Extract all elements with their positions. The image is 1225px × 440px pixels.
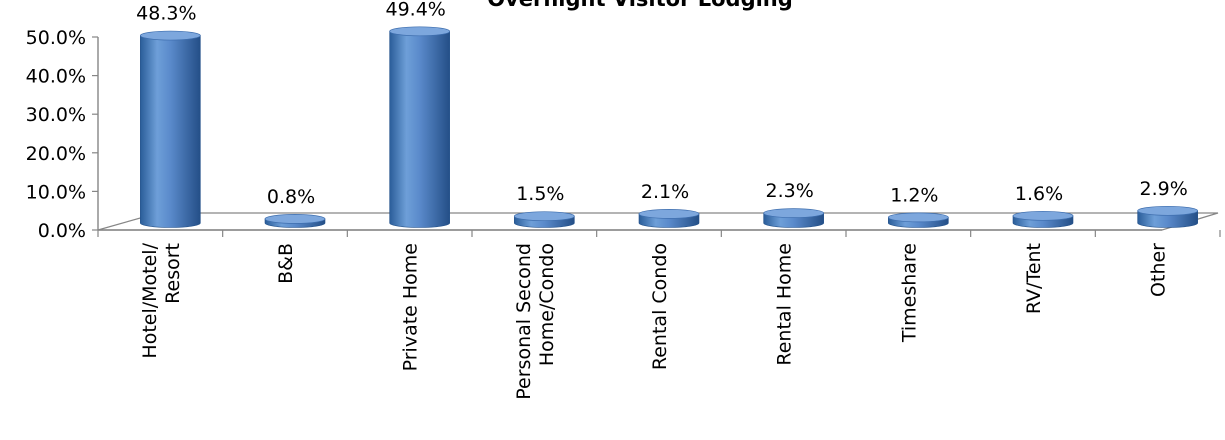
- x-tick-label-line: B&B: [275, 243, 297, 284]
- bar: [887, 212, 949, 228]
- y-tick-label: 50.0%: [26, 27, 86, 49]
- x-tick-label: Rental Home: [774, 243, 796, 366]
- y-tick-label: 0.0%: [38, 220, 86, 242]
- y-tick-label: 40.0%: [26, 66, 86, 88]
- chart-title: Overnight Visitor Lodging: [487, 0, 793, 11]
- bar-top: [887, 212, 949, 223]
- bar-top: [264, 214, 326, 224]
- bar-body: [140, 35, 201, 228]
- bar-top: [763, 208, 825, 218]
- y-axis: 0.0% 10.0% 20.0% 30.0% 40.0% 50.0%: [26, 27, 99, 242]
- y-tick-label: 20.0%: [26, 143, 86, 165]
- x-tick-label-line: Private Home: [400, 243, 422, 371]
- x-tick-label: Private Home: [400, 243, 422, 371]
- bars: [139, 26, 1199, 228]
- category-labels: Hotel/Motel/Resort B&B Private Home Persona…: [139, 242, 1170, 399]
- bar: [763, 208, 825, 228]
- x-tick-label-line: Personal Second: [513, 243, 535, 400]
- x-tick-label: B&B: [275, 243, 297, 284]
- bar-top: [513, 211, 575, 222]
- x-tick-label-line: Hotel/Motel/: [139, 242, 161, 358]
- data-label: 2.3%: [766, 180, 814, 202]
- bar: [1012, 210, 1074, 228]
- x-tick-label-line: Timeshare: [898, 243, 920, 343]
- data-label: 0.8%: [267, 186, 315, 208]
- bar: [1137, 205, 1199, 228]
- bar-top: [638, 209, 700, 219]
- x-tick-label-line: Rental Condo: [649, 243, 671, 370]
- x-tick-label-line: Resort: [162, 243, 184, 304]
- x-tick-label-line: RV/Tent: [1023, 243, 1045, 314]
- x-tick-label-line: Other: [1148, 243, 1170, 297]
- x-tick-label: RV/Tent: [1023, 243, 1045, 314]
- data-label: 48.3%: [136, 3, 196, 25]
- bar-body: [389, 31, 450, 228]
- bar-top: [139, 30, 201, 41]
- data-label: 1.5%: [516, 183, 564, 205]
- bar-top: [1012, 210, 1074, 221]
- data-label: 2.9%: [1140, 178, 1188, 200]
- bar: [264, 214, 326, 228]
- x-tick-label: Timeshare: [898, 243, 920, 343]
- bar: [389, 26, 451, 228]
- bar: [513, 211, 575, 228]
- data-label: 2.1%: [641, 181, 689, 203]
- data-label: 1.6%: [1015, 183, 1063, 205]
- bar: [638, 209, 700, 228]
- y-tick-label: 30.0%: [26, 104, 86, 126]
- bar-top: [389, 26, 451, 37]
- bar-top: [1137, 205, 1199, 216]
- data-label: 1.2%: [890, 184, 938, 206]
- bar: [139, 30, 201, 228]
- data-label: 49.4%: [385, 0, 445, 20]
- x-tick-label-line: Rental Home: [774, 243, 796, 366]
- x-tick-label: Rental Condo: [649, 243, 671, 370]
- x-tick-label: Personal Second Home/Condo: [513, 243, 558, 400]
- y-tick-label: 10.0%: [26, 181, 86, 203]
- x-tick-label: Other: [1148, 243, 1170, 297]
- x-tick-label-line: Home/Condo: [536, 243, 558, 366]
- x-tick-label: Hotel/Motel/Resort: [139, 242, 184, 358]
- data-labels: 48.3% 0.8% 49.4% 1.5% 2.1% 2.3% 1.2% 1.6% 2.9%: [136, 0, 1188, 208]
